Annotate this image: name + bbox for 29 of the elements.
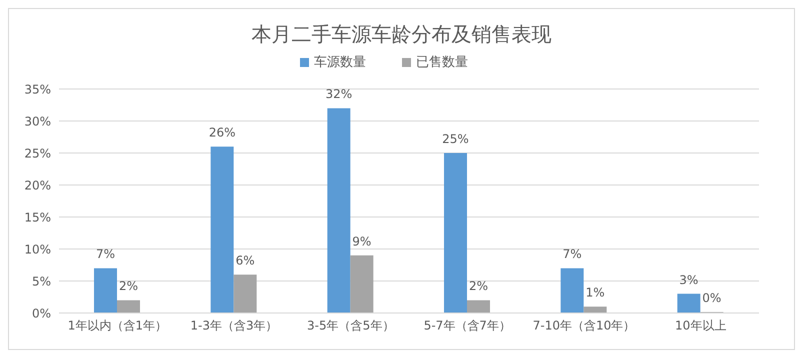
x-tick-label: 3-5年（含5年）: [307, 318, 394, 333]
x-tick-label: 1-3年（含3年）: [190, 318, 278, 333]
y-tick-label: 15%: [24, 210, 51, 224]
x-tick-label: 7-10年（含10年）: [532, 318, 636, 333]
y-tick-label: 25%: [24, 146, 51, 160]
x-tick-label: 10年以上: [675, 318, 726, 333]
data-label: 1%: [586, 286, 605, 300]
y-tick-label: 30%: [24, 114, 51, 128]
y-tick-label: 5%: [32, 274, 51, 288]
data-label: 0%: [702, 291, 722, 305]
data-label: 7%: [562, 247, 582, 262]
data-label: 2%: [118, 279, 138, 294]
y-tick-label: 10%: [24, 242, 51, 256]
data-label: 3%: [679, 272, 698, 287]
data-label: 6%: [236, 254, 255, 268]
data-label: 7%: [96, 247, 116, 262]
legend-label: 车源数量: [313, 54, 366, 71]
legend-label: 已售数量: [415, 54, 468, 71]
y-tick-label: 35%: [24, 82, 51, 96]
y-tick-label: 0%: [32, 306, 51, 320]
data-label: 26%: [208, 126, 236, 140]
data-label: 2%: [468, 279, 488, 294]
x-tick-label: 1年以内（含1年）: [68, 318, 167, 333]
data-label: 25%: [442, 132, 469, 146]
y-tick-label: 20%: [24, 178, 51, 192]
chart-title: 本月二手车源车龄分布及销售表现: [250, 21, 552, 48]
data-label: 9%: [352, 234, 372, 248]
x-tick-label: 5-7年（含7年）: [424, 318, 511, 333]
data-label: 32%: [325, 87, 352, 102]
